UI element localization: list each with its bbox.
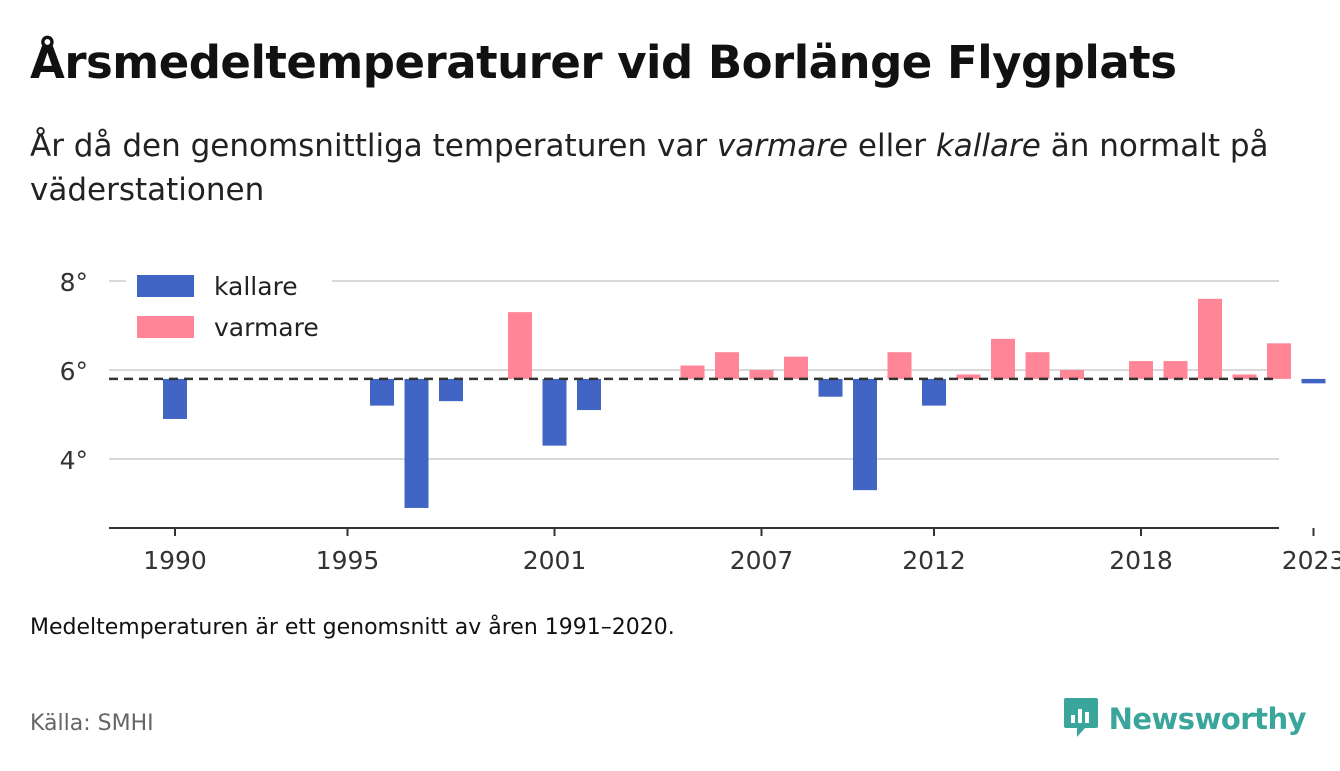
bar-2001: [542, 378, 567, 446]
bar-2014: [991, 338, 1015, 379]
bar-2002: [577, 378, 601, 411]
bar-2015: [1025, 352, 1050, 379]
bar-2006: [715, 352, 739, 379]
legend-swatch-warmer: [137, 316, 194, 338]
subtitle-warmer-word: varmare: [716, 128, 849, 164]
bar-1998: [439, 378, 463, 402]
bar-1990: [163, 378, 187, 419]
legend-label-colder: kallare: [214, 272, 298, 301]
bar-2008: [784, 356, 808, 379]
subtitle-text-3: än normalt på väderstationen: [30, 128, 1269, 208]
bar-2007: [749, 370, 774, 379]
bar-2018: [1129, 361, 1153, 379]
bar-2021: [1232, 374, 1257, 379]
bar-2012: [922, 378, 946, 406]
y-tick-label: 4°: [60, 446, 88, 475]
bar-2016: [1060, 370, 1084, 379]
legend-swatch-colder: [137, 275, 194, 297]
newsworthy-logo-icon: [1063, 696, 1099, 742]
bar-2023: [1301, 378, 1326, 384]
bar-2013: [956, 374, 981, 379]
bar-1997: [404, 378, 429, 508]
bar-2020: [1198, 298, 1222, 379]
x-tick-label: 1995: [316, 546, 380, 575]
chart-title: Årsmedeltemperaturer vid Borlänge Flygpl…: [30, 36, 1177, 89]
source-label: Källa: SMHI: [30, 711, 154, 736]
brand-logo: Newsworthy: [1063, 696, 1307, 742]
x-tick-label: 2012: [902, 546, 966, 575]
brand-name: Newsworthy: [1108, 702, 1307, 736]
y-tick-label: 8°: [60, 268, 88, 297]
bar-2019: [1163, 361, 1188, 379]
bar-chart: 4° 6° 8° 1990 1995 2001 2007 2012 2018 2023 kallar…: [60, 264, 1340, 575]
subtitle-text-1: År då den genomsnittliga temperaturen va…: [30, 128, 717, 164]
x-tick-label: 1990: [143, 546, 207, 575]
x-tick-label: 2018: [1109, 546, 1173, 575]
bar-2010: [853, 378, 877, 491]
x-tick-label: 2001: [523, 546, 587, 575]
bar-2022: [1267, 343, 1291, 379]
chart-subtitle: År då den genomsnittliga temperaturen va…: [30, 124, 1310, 212]
bar-2009: [818, 378, 843, 397]
subtitle-colder-word: kallare: [935, 128, 1041, 164]
x-tick-label: 2023: [1282, 546, 1340, 575]
bar-1996: [370, 378, 394, 406]
bar-2000: [508, 312, 532, 379]
legend-label-warmer: varmare: [214, 313, 319, 342]
bar-2005: [680, 365, 705, 379]
bar-2011: [887, 352, 912, 379]
subtitle-text-2: eller: [848, 128, 936, 164]
y-tick-label: 6°: [60, 357, 88, 386]
x-tick-label: 2007: [730, 546, 794, 575]
chart-note: Medeltemperaturen är ett genomsnitt av å…: [30, 615, 675, 640]
